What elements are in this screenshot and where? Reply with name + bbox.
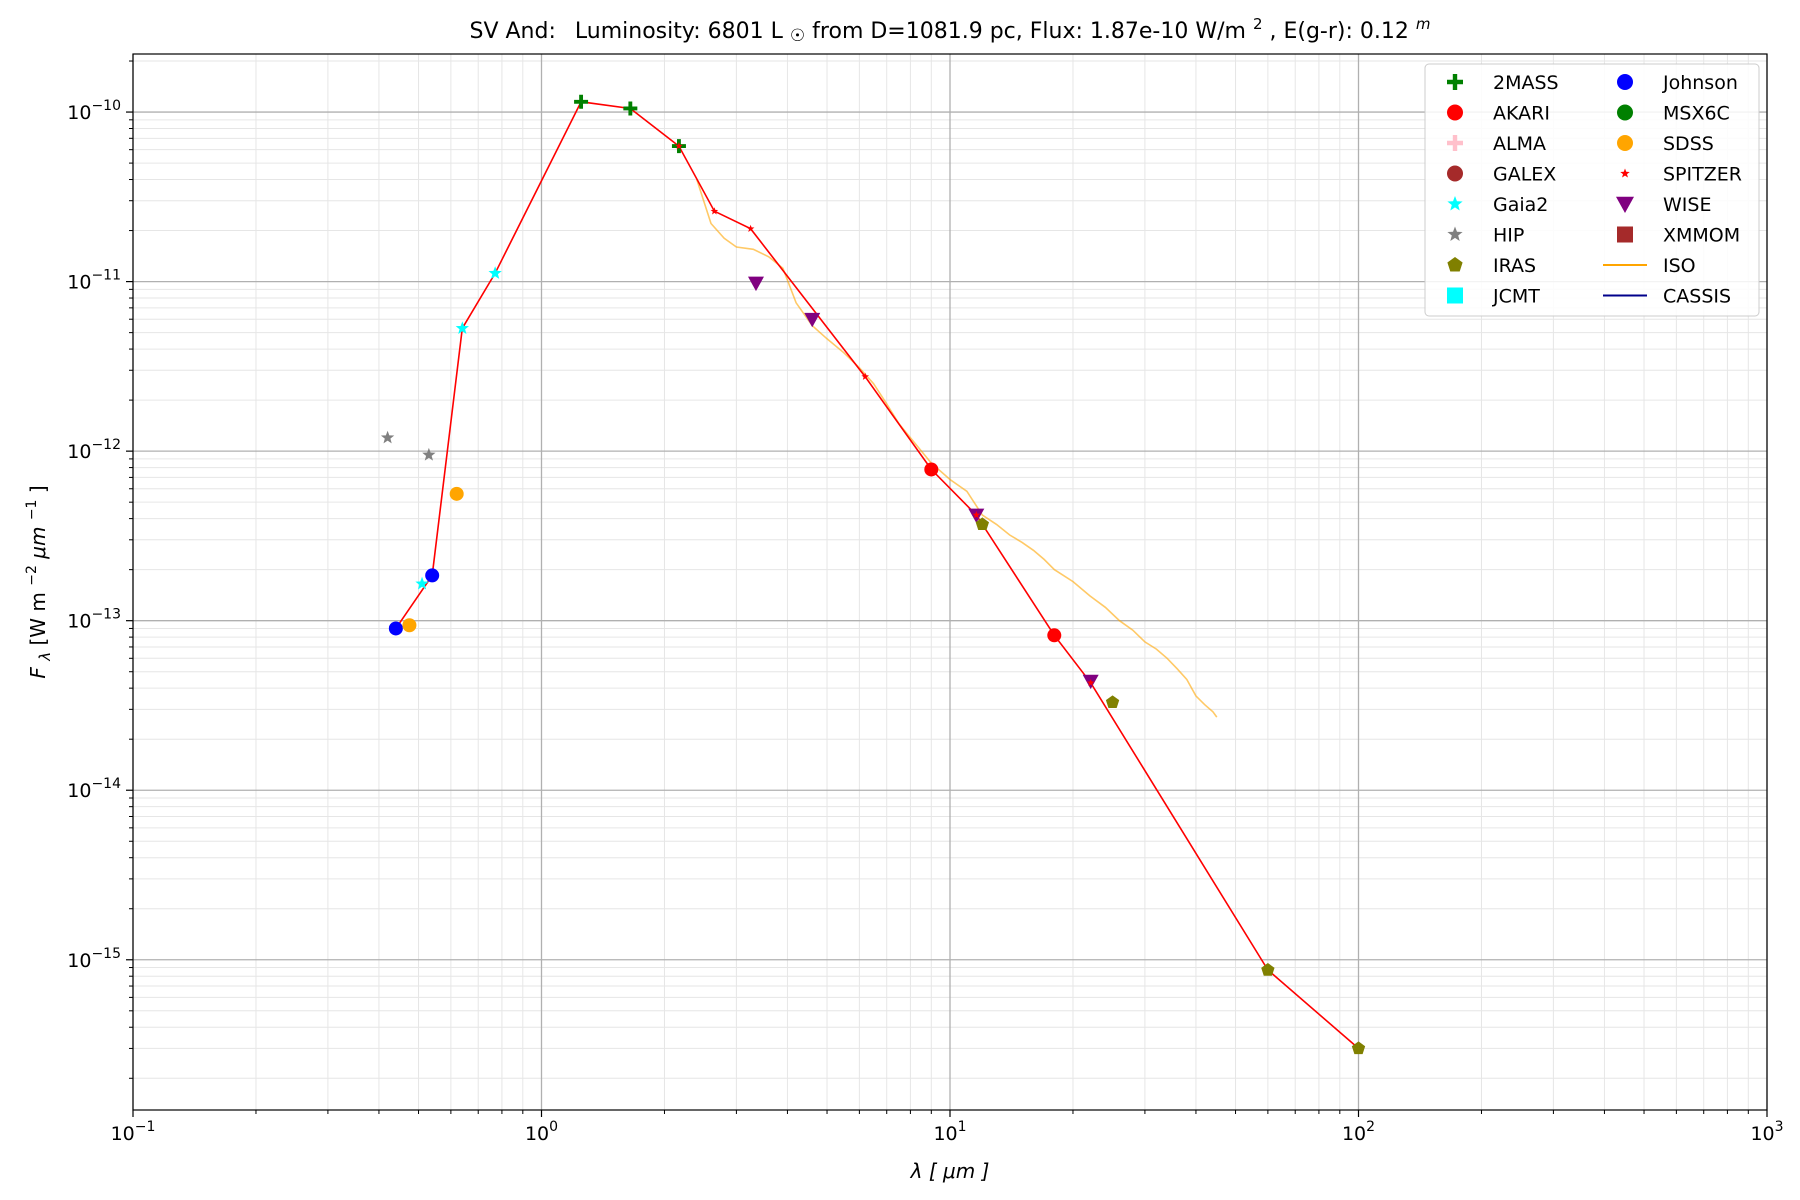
legend-johnson-symbol — [1617, 74, 1633, 90]
title-extinction: , E(g-r): 0.12 — [1269, 19, 1408, 44]
y-label-exp-1: −2 — [24, 565, 40, 586]
x-tick-label: 102 — [1342, 1119, 1375, 1145]
gaia2-point — [488, 266, 502, 279]
legend-iso-label: ISO — [1663, 255, 1696, 277]
legend-hip-symbol — [1447, 226, 1463, 241]
x-tick-label: 100 — [525, 1119, 558, 1145]
iras-point — [1105, 695, 1120, 708]
sdss-point — [449, 486, 464, 501]
legend-gaia2-symbol — [1447, 196, 1463, 211]
legend-iras-symbol — [1447, 257, 1463, 272]
legend-alma-label: ALMA — [1493, 133, 1546, 155]
legend-johnson-label: Johnson — [1662, 72, 1738, 94]
legend-jcmt-symbol — [1447, 287, 1463, 304]
gaia2-point — [415, 576, 429, 590]
legend-gaia2-label: Gaia2 — [1493, 194, 1548, 216]
akari-point — [924, 462, 939, 477]
spitzer-point — [972, 511, 981, 519]
y-label-part-c: ] — [26, 485, 50, 493]
data-markers — [380, 94, 1366, 1055]
legend-cassis-label: CASSIS — [1663, 286, 1731, 308]
spitzer-point — [746, 224, 755, 232]
legend-msx6c-label: MSX6C — [1663, 103, 1730, 125]
legend-xmmom-label: XMMOM — [1663, 225, 1740, 247]
legend-akari-label: AKARI — [1493, 103, 1550, 125]
legend-msx6c-symbol — [1617, 104, 1633, 121]
iso-spectrum — [696, 179, 1218, 718]
akari-point — [1047, 628, 1062, 643]
legend-jcmt-label: JCMT — [1492, 286, 1540, 308]
x-tick-label: 103 — [1750, 1119, 1783, 1145]
iras-point — [975, 517, 989, 531]
chart-title: SV And: Luminosity: 6801 L ☉ from D=1081… — [470, 10, 1431, 47]
legend-iras-label: IRAS — [1493, 255, 1536, 277]
legend-akari-symbol — [1447, 104, 1463, 121]
johnson-point — [425, 568, 440, 583]
legend-2mass-label: 2MASS — [1493, 72, 1559, 94]
legend-spitzer-symbol — [1620, 168, 1630, 178]
spitzer-point — [1086, 678, 1095, 687]
iras-point — [1261, 963, 1275, 976]
sdss-point — [402, 618, 417, 633]
legend-wise-symbol — [1616, 196, 1634, 213]
x-label-unit: μm — [942, 1159, 975, 1183]
x-label-close: ] — [981, 1159, 990, 1183]
legend-spitzer-label: SPITZER — [1663, 164, 1742, 186]
legend-xmmom-symbol — [1617, 226, 1633, 243]
2mass-point — [574, 94, 589, 109]
title-flux-exponent: 2 — [1253, 15, 1263, 33]
title-distance-flux: from D=1081.9 pc, Flux: 1.87e-10 W/m — [812, 19, 1246, 44]
spitzer-point — [675, 142, 683, 150]
y-tick-label: 10−10 — [67, 98, 121, 124]
y-label-symbol: F — [26, 667, 50, 679]
y-label-part-b: μm — [26, 527, 50, 560]
wise-point — [804, 312, 821, 328]
x-axis-label: λ [ μm ] — [910, 1159, 990, 1183]
hip-point — [380, 430, 395, 444]
model-line — [395, 100, 1360, 1050]
2mass-point — [623, 101, 638, 116]
x-tick-label: 10−1 — [111, 1119, 156, 1145]
legend-wise-label: WISE — [1663, 194, 1711, 216]
y-axis-label: F λ [W m −2 μm −1 ] — [17, 485, 55, 678]
y-tick-label: 10−11 — [67, 268, 121, 294]
x-label-bracket: [ — [929, 1159, 938, 1183]
johnson-point — [388, 621, 403, 636]
y-label-subscript: λ — [36, 652, 54, 662]
y-tick-label: 10−15 — [67, 946, 121, 972]
legend-galex-symbol — [1447, 165, 1463, 182]
legend-sdss-symbol — [1617, 135, 1633, 151]
model-line-path — [395, 100, 1360, 1050]
y-tick-label: 10−14 — [67, 776, 121, 802]
title-extinction-exponent: m — [1416, 15, 1431, 33]
legend-2mass-symbol — [1447, 74, 1463, 90]
title-sun-symbol: ☉ — [790, 26, 805, 46]
iso-spectrum-line — [696, 179, 1218, 718]
hip-point — [422, 447, 436, 461]
gaia2-point — [455, 321, 469, 335]
legend-sdss-label: SDSS — [1663, 133, 1714, 155]
legend-galex-label: GALEX — [1493, 164, 1556, 186]
legend: 2MASS AKARI ALMA GALEX Gaia2 HIP IRAS JCMT Johns… — [1424, 63, 1760, 317]
spitzer-point — [861, 372, 869, 380]
title-luminosity: Luminosity: 6801 L — [575, 19, 784, 44]
legend-alma-symbol — [1447, 135, 1463, 151]
y-label-exp-2: −1 — [24, 500, 40, 521]
axis-ticks: 10−1 100 101 102 103 10−15 10−14 10−13 10−12 10−1… — [67, 60, 1784, 1145]
grid — [132, 54, 1768, 1110]
title-star: SV And: — [470, 19, 556, 44]
x-tick-label: 101 — [933, 1119, 966, 1145]
y-tick-label: 10−13 — [67, 607, 121, 633]
y-tick-label: 10−12 — [67, 437, 121, 463]
spitzer-point — [710, 207, 719, 215]
y-label-part-a: [W m — [26, 592, 50, 645]
wise-point — [747, 276, 764, 292]
legend-hip-label: HIP — [1493, 225, 1524, 247]
x-label-symbol: λ — [910, 1159, 923, 1183]
legend-box — [1424, 63, 1760, 317]
iras-point — [1351, 1041, 1366, 1055]
